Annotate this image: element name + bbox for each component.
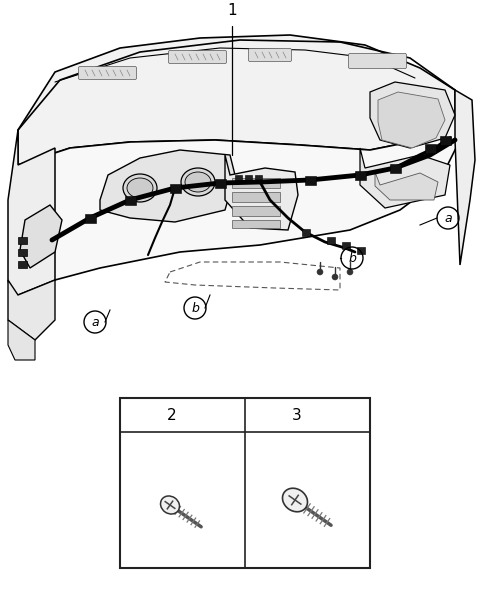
Ellipse shape [185, 172, 211, 192]
Polygon shape [375, 172, 438, 200]
FancyBboxPatch shape [85, 214, 96, 223]
FancyBboxPatch shape [342, 242, 350, 249]
FancyBboxPatch shape [249, 49, 291, 62]
FancyBboxPatch shape [357, 247, 365, 254]
Text: 2: 2 [167, 407, 177, 423]
FancyBboxPatch shape [327, 237, 335, 244]
Ellipse shape [160, 496, 180, 514]
FancyBboxPatch shape [18, 237, 27, 244]
FancyBboxPatch shape [232, 206, 280, 216]
Text: b: b [348, 252, 356, 265]
Polygon shape [8, 130, 55, 330]
FancyBboxPatch shape [302, 229, 310, 236]
Ellipse shape [283, 488, 308, 511]
Ellipse shape [181, 168, 215, 196]
FancyBboxPatch shape [232, 192, 280, 202]
FancyBboxPatch shape [168, 50, 227, 63]
FancyBboxPatch shape [255, 175, 262, 181]
FancyBboxPatch shape [305, 176, 316, 185]
FancyBboxPatch shape [18, 249, 27, 256]
Text: b: b [261, 408, 269, 422]
FancyBboxPatch shape [170, 184, 181, 193]
FancyBboxPatch shape [232, 220, 280, 228]
FancyBboxPatch shape [79, 66, 136, 79]
Circle shape [347, 269, 353, 275]
FancyBboxPatch shape [120, 398, 370, 568]
FancyBboxPatch shape [18, 261, 27, 268]
Polygon shape [18, 115, 460, 295]
Polygon shape [8, 280, 55, 340]
Text: a: a [444, 211, 452, 224]
Text: b: b [191, 301, 199, 314]
Text: a: a [91, 316, 99, 329]
FancyBboxPatch shape [348, 53, 407, 69]
Polygon shape [378, 92, 445, 148]
FancyBboxPatch shape [125, 196, 136, 205]
Polygon shape [8, 320, 35, 360]
FancyBboxPatch shape [235, 175, 242, 181]
Polygon shape [100, 150, 235, 222]
FancyBboxPatch shape [215, 179, 226, 188]
Text: a: a [136, 408, 144, 422]
Ellipse shape [123, 174, 157, 202]
FancyBboxPatch shape [390, 164, 401, 173]
Circle shape [317, 269, 323, 275]
FancyBboxPatch shape [440, 136, 451, 145]
Polygon shape [225, 155, 298, 230]
Polygon shape [360, 148, 450, 208]
FancyBboxPatch shape [245, 175, 252, 181]
FancyBboxPatch shape [425, 144, 436, 153]
Text: 3: 3 [292, 407, 302, 423]
Polygon shape [18, 35, 455, 165]
Polygon shape [20, 205, 62, 268]
Polygon shape [455, 90, 475, 265]
Circle shape [332, 274, 338, 280]
FancyBboxPatch shape [232, 178, 280, 188]
Ellipse shape [127, 178, 153, 198]
FancyBboxPatch shape [355, 171, 366, 180]
Polygon shape [370, 82, 455, 148]
Text: 1: 1 [227, 3, 237, 18]
